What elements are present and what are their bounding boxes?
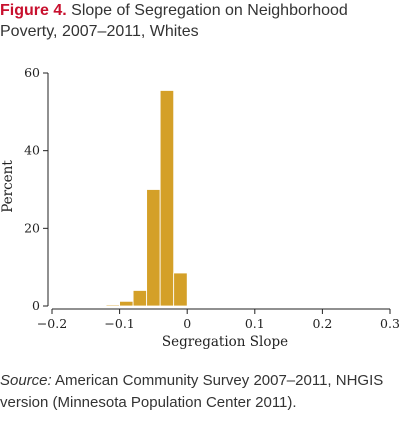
figure-title-text: Slope of Segregation on Neighborhood Pov… xyxy=(0,2,348,40)
histogram-bars xyxy=(105,90,188,307)
figure-label: Figure 4. xyxy=(0,2,67,19)
y-tick-label: 0 xyxy=(32,298,40,313)
histogram-bar-1 xyxy=(119,300,134,307)
x-tick-label: −0.2 xyxy=(37,316,67,331)
x-tick-label: 0.3 xyxy=(380,316,400,331)
source-label: Source: xyxy=(0,372,52,389)
source-note: Source: American Community Survey 2007–2… xyxy=(0,370,400,414)
source-text: American Community Survey 2007–2011, NHG… xyxy=(0,372,384,411)
y-axis-title: Percent xyxy=(0,160,16,213)
histogram-bar-5 xyxy=(173,272,188,307)
histogram-bar-2 xyxy=(132,290,148,307)
x-tick-label: 0 xyxy=(183,316,191,331)
x-axis-ticks: −0.2 −0.1 0 0.1 0.2 0.3 xyxy=(37,309,400,331)
y-axis-ticks: 0 20 40 60 xyxy=(24,65,48,313)
x-tick-label: 0.1 xyxy=(245,316,265,331)
figure-title: Figure 4. Slope of Segregation on Neighb… xyxy=(0,0,400,42)
x-axis-title: Segregation Slope xyxy=(162,334,288,350)
x-tick-label: 0.2 xyxy=(312,316,332,331)
y-tick-label: 20 xyxy=(24,220,40,235)
x-tick-label: −0.1 xyxy=(104,316,134,331)
histogram-bar-0 xyxy=(105,304,121,307)
histogram-bar-4 xyxy=(159,90,175,307)
histogram-chart: −0.2 −0.1 0 0.1 0.2 0.3 0 20 40 60 Segregation S… xyxy=(0,65,400,350)
histogram-bar-3 xyxy=(146,189,161,307)
y-tick-label: 40 xyxy=(24,143,40,158)
y-tick-label: 60 xyxy=(24,65,40,80)
